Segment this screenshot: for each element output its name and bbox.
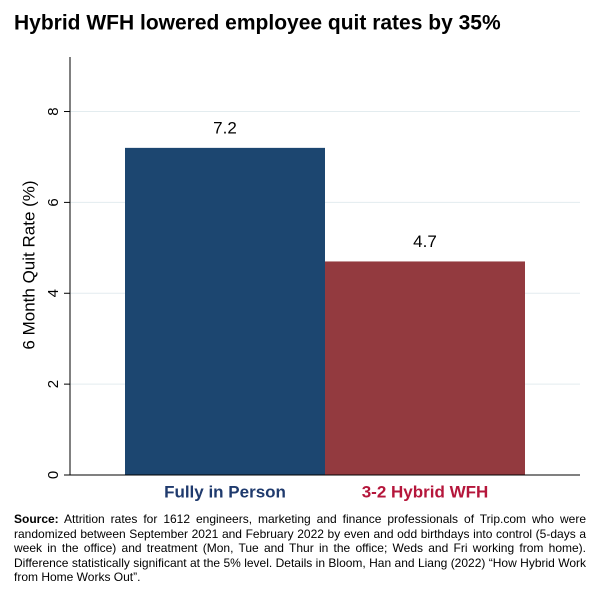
y-tick-label: 4 [45,289,62,297]
value-label: 7.2 [213,118,237,137]
source-text: Attrition rates for 1612 engineers, mark… [14,512,587,584]
source-note: Source: Attrition rates for 1612 enginee… [14,512,586,585]
y-axis-label: 6 Month Quit Rate (%) [19,180,38,349]
y-tick-label: 2 [45,380,62,388]
bar [325,261,525,475]
y-tick-label: 0 [45,471,62,479]
y-tick-label: 8 [45,107,62,115]
value-label: 4.7 [413,232,437,251]
x-tick-label: 3-2 Hybrid WFH [362,482,489,501]
chart-title: Hybrid WFH lowered employee quit rates b… [14,12,501,35]
y-tick-label: 6 [45,198,62,206]
chart: Hybrid WFH lowered employee quit rates b… [14,12,580,501]
x-tick-label: Fully in Person [164,482,286,501]
bar [125,147,325,475]
source-label: Source: [14,512,59,526]
